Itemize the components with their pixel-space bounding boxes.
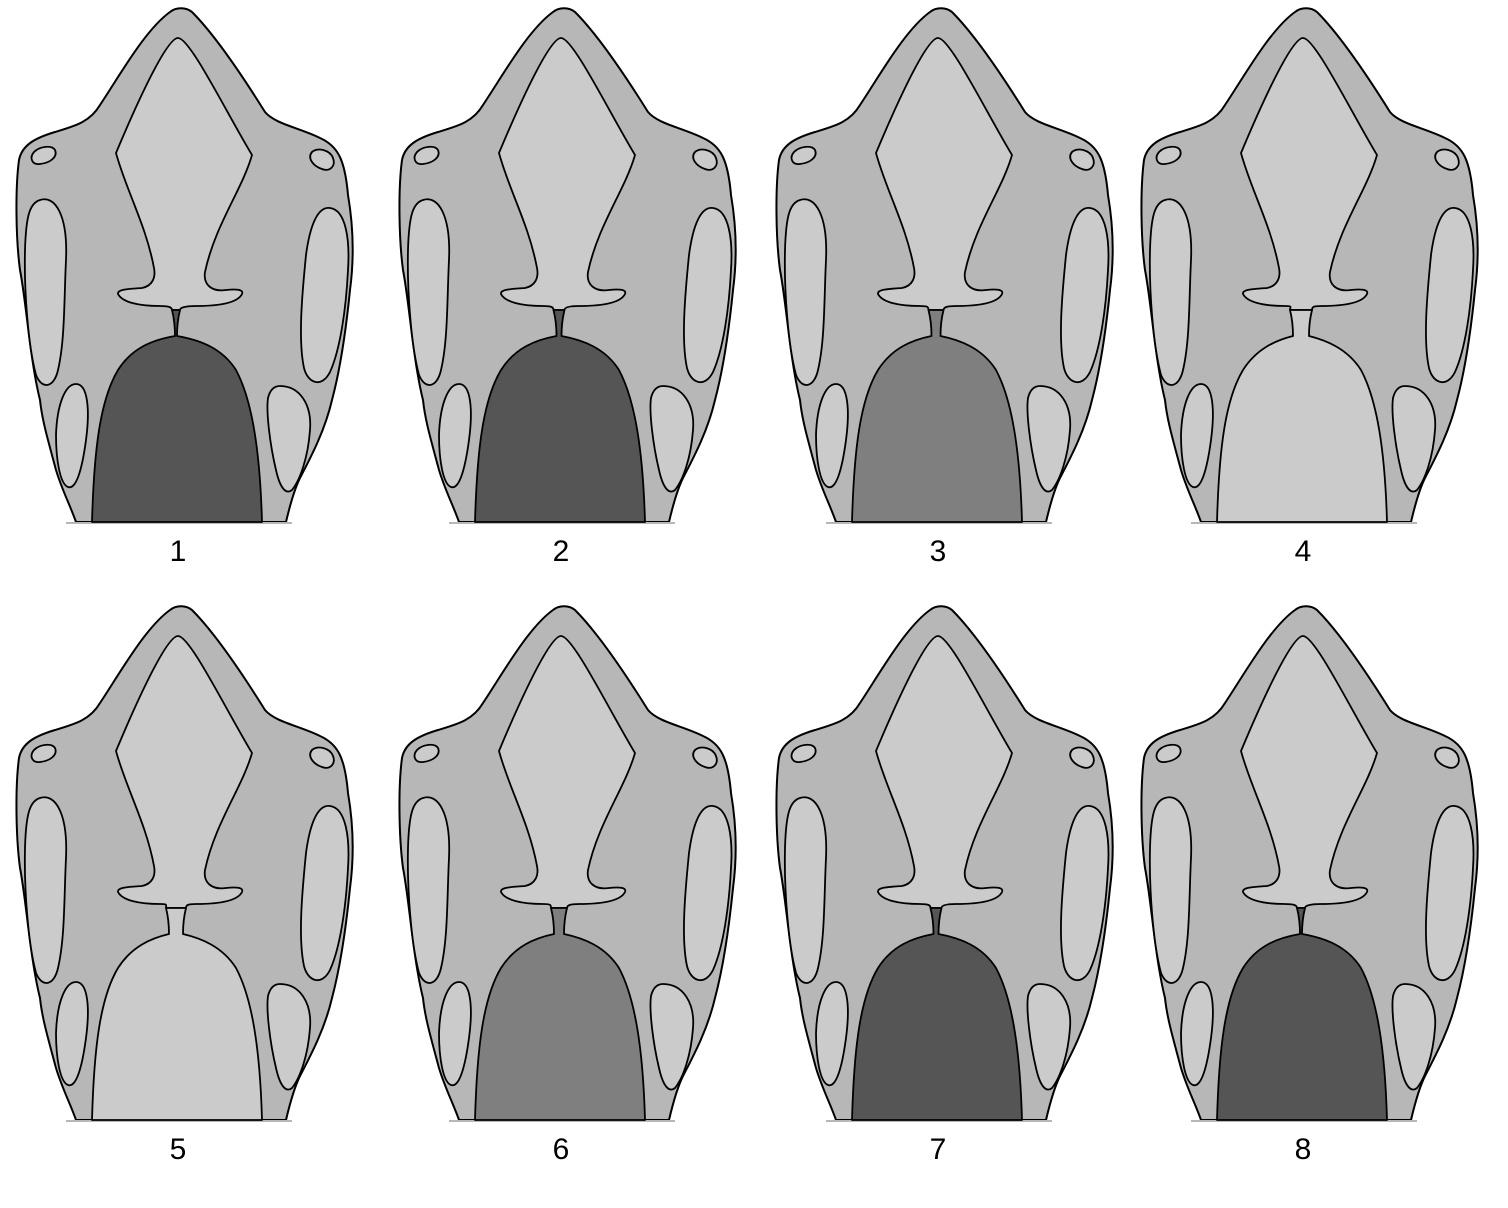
left-small-opening — [30, 145, 57, 165]
panel-label: 4 — [1295, 535, 1312, 568]
right-orbit-opening — [1425, 207, 1475, 383]
panels-group: 1 2 3 4 5 6 7 8 — [15, 7, 1479, 1166]
left-lower-opening — [1180, 383, 1214, 488]
left-orbit-opening — [23, 796, 68, 984]
right-orbit-opening — [300, 805, 350, 981]
skull-panel-8: 8 — [1140, 605, 1479, 1166]
right-lower-opening — [266, 385, 312, 493]
right-orbit-opening — [300, 207, 350, 383]
panel-label: 6 — [553, 1133, 570, 1166]
right-small-opening — [309, 148, 335, 171]
left-orbit-opening — [406, 198, 451, 386]
skull-panel-5: 5 — [15, 605, 354, 1166]
panel-label: 7 — [930, 1133, 947, 1166]
lower-cavity — [474, 309, 646, 523]
left-orbit-opening — [783, 198, 828, 386]
left-lower-opening — [438, 981, 472, 1086]
left-lower-opening — [55, 383, 89, 488]
lower-cavity — [91, 309, 263, 523]
lower-cavity — [91, 907, 263, 1121]
right-orbit-opening — [1425, 805, 1475, 981]
skull-panel-3: 3 — [775, 7, 1114, 568]
right-small-opening — [1434, 746, 1460, 769]
left-lower-opening — [1180, 981, 1214, 1086]
panel-label: 1 — [170, 535, 187, 568]
lower-cavity — [1216, 309, 1388, 523]
panel-label: 8 — [1295, 1133, 1312, 1166]
right-small-opening — [1069, 746, 1095, 769]
skull-panel-7: 7 — [775, 605, 1114, 1166]
right-small-opening — [692, 148, 718, 171]
right-lower-opening — [649, 983, 695, 1091]
right-lower-opening — [1391, 385, 1437, 493]
left-small-opening — [1155, 743, 1182, 763]
right-small-opening — [692, 746, 718, 769]
left-lower-opening — [815, 981, 849, 1086]
lower-cavity — [1216, 907, 1388, 1121]
right-lower-opening — [266, 983, 312, 1091]
right-lower-opening — [1391, 983, 1437, 1091]
left-small-opening — [790, 145, 817, 165]
left-small-opening — [413, 145, 440, 165]
right-lower-opening — [1026, 385, 1072, 493]
left-lower-opening — [55, 981, 89, 1086]
left-orbit-opening — [1148, 796, 1193, 984]
panel-label: 3 — [930, 535, 947, 568]
right-orbit-opening — [1060, 207, 1110, 383]
skull-panel-2: 2 — [398, 7, 737, 568]
skull-panel-4: 4 — [1140, 7, 1479, 568]
skull-panel-1: 1 — [15, 7, 354, 568]
right-orbit-opening — [683, 207, 733, 383]
right-orbit-opening — [683, 805, 733, 981]
skull-panel-6: 6 — [398, 605, 737, 1166]
panel-label: 2 — [553, 535, 570, 568]
left-orbit-opening — [783, 796, 828, 984]
right-small-opening — [1434, 148, 1460, 171]
left-orbit-opening — [23, 198, 68, 386]
left-small-opening — [1155, 145, 1182, 165]
right-orbit-opening — [1060, 805, 1110, 981]
panel-label: 5 — [170, 1133, 187, 1166]
left-small-opening — [790, 743, 817, 763]
left-small-opening — [413, 743, 440, 763]
left-lower-opening — [438, 383, 472, 488]
right-lower-opening — [649, 385, 695, 493]
right-small-opening — [1069, 148, 1095, 171]
lower-cavity — [851, 907, 1023, 1121]
left-orbit-opening — [1148, 198, 1193, 386]
left-orbit-opening — [406, 796, 451, 984]
left-lower-opening — [815, 383, 849, 488]
right-lower-opening — [1026, 983, 1072, 1091]
right-small-opening — [309, 746, 335, 769]
lower-cavity — [474, 907, 646, 1121]
lower-cavity — [851, 309, 1023, 523]
left-small-opening — [30, 743, 57, 763]
